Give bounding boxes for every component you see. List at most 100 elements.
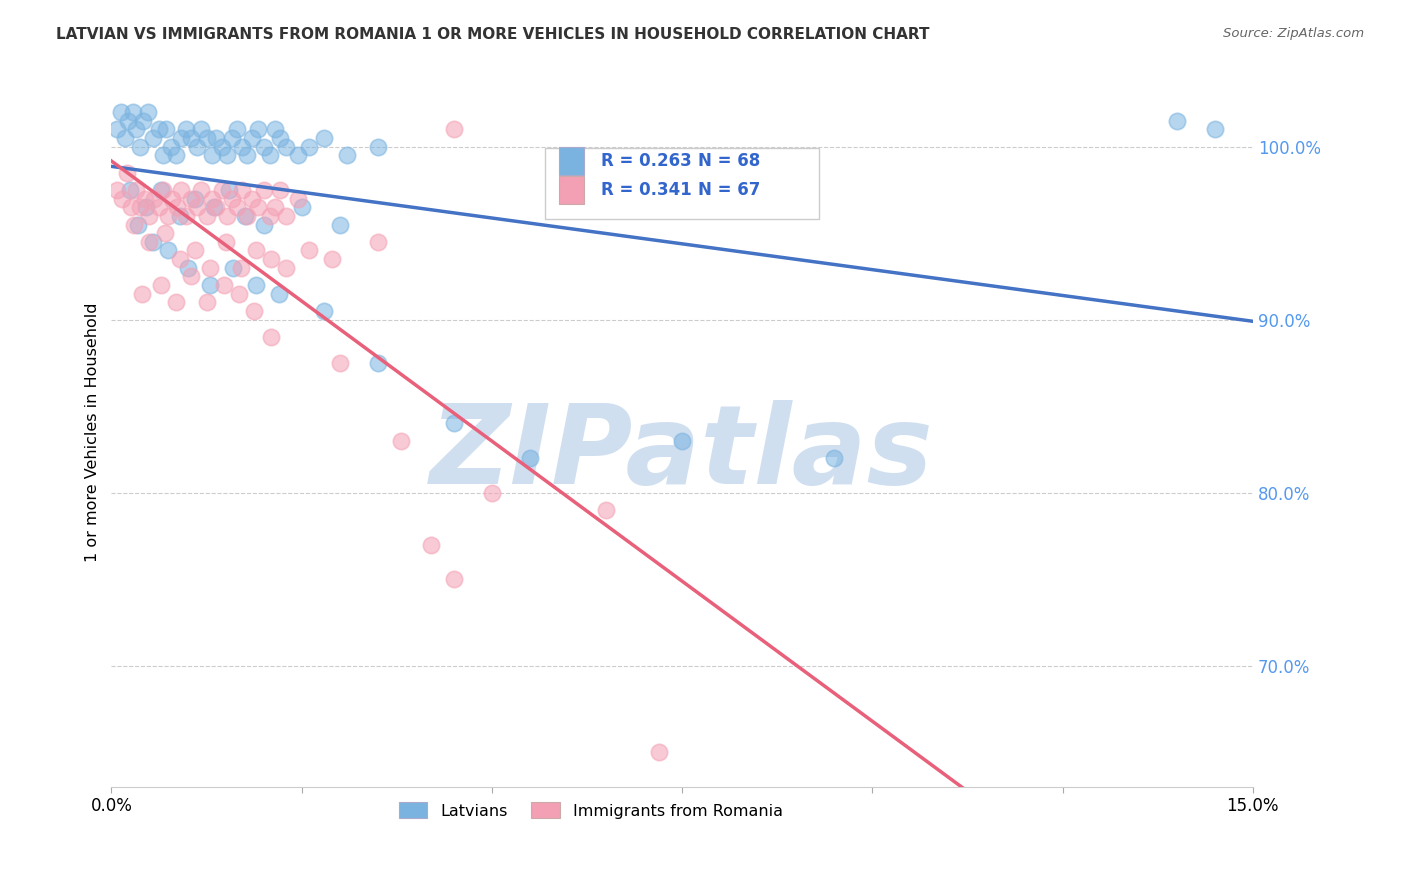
Point [129,200,152,214]
Point [186,139,208,153]
Point [233,209,256,223]
Point [138,235,160,249]
Point [1204,122,1226,136]
Point [231,139,253,153]
Point [276,260,298,275]
Point [221,131,243,145]
Point [240,131,263,145]
Point [218,183,240,197]
Point [267,286,290,301]
Point [329,218,352,232]
Point [131,286,153,301]
Point [184,192,207,206]
Point [149,183,172,197]
Y-axis label: 1 or more Vehicles in Household: 1 or more Vehicles in Household [86,302,100,562]
Point [120,200,142,214]
Point [823,451,845,466]
Point [236,209,259,223]
Point [595,503,617,517]
Point [367,356,389,370]
Point [264,122,287,136]
Point [174,209,197,223]
Point [186,200,208,214]
Point [443,122,465,136]
Point [127,218,149,232]
Point [205,200,228,214]
Point [138,209,160,223]
Point [367,139,389,153]
Point [180,192,202,206]
Point [159,139,181,153]
Point [110,105,132,120]
Point [329,356,352,370]
Point [264,200,287,214]
Point [214,235,236,249]
Point [229,260,252,275]
Point [420,538,443,552]
Point [211,183,233,197]
Point [180,269,202,284]
Point [671,434,693,448]
Point [252,183,274,197]
Point [211,139,233,153]
Point [314,131,336,145]
Point [1166,113,1188,128]
Point [152,148,174,162]
Point [291,200,314,214]
Point [287,192,309,206]
Point [115,165,138,179]
Point [298,244,321,258]
Point [184,244,207,258]
Point [111,192,134,206]
Point [129,139,152,153]
Point [443,417,465,431]
Point [156,209,179,223]
Point [174,122,197,136]
Point [245,278,267,293]
Point [148,200,170,214]
Point [298,139,321,153]
Point [201,148,224,162]
Point [195,209,218,223]
Point [132,113,155,128]
Point [221,192,243,206]
Point [142,131,165,145]
Point [243,304,266,318]
Point [217,148,239,162]
Point [276,209,298,223]
Point [153,226,176,240]
Point [648,745,671,759]
Point [200,260,222,275]
Point [107,122,129,136]
Point [260,330,283,344]
Point [125,183,148,197]
Point [166,200,188,214]
Point [180,131,202,145]
Point [202,200,225,214]
Point [287,148,309,162]
Text: R = 0.341: R = 0.341 [602,181,692,199]
Point [205,131,228,145]
Point [367,235,389,249]
Point [169,252,191,266]
Point [142,235,165,249]
Point [165,295,187,310]
Point [120,183,142,197]
Point [148,122,170,136]
Point [121,105,143,120]
Point [162,192,184,206]
Point [259,148,281,162]
Point [260,252,283,266]
Point [269,183,291,197]
Point [259,209,281,223]
Point [170,183,193,197]
Point [336,148,359,162]
Bar [558,147,583,176]
Point [152,183,174,197]
Point [245,244,267,258]
Point [481,485,503,500]
Point [134,192,156,206]
Point [246,122,269,136]
Text: Source: ZipAtlas.com: Source: ZipAtlas.com [1223,27,1364,40]
Point [276,139,298,153]
